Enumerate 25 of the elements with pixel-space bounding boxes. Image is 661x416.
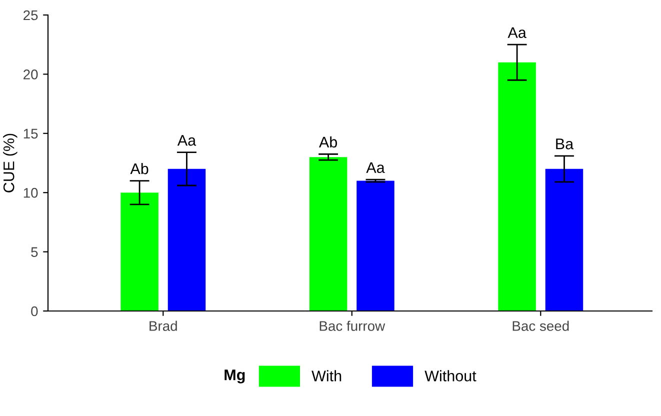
data-label: Aa — [366, 162, 385, 174]
y-tick-label: 25 — [24, 10, 38, 20]
y-tick-label: 20 — [24, 70, 38, 80]
legend-label: Without — [424, 370, 476, 382]
legend-title: Mg — [224, 370, 245, 384]
y-axis-title: CUE (%) — [3, 134, 18, 192]
bar — [120, 192, 158, 311]
data-label: Ba — [556, 138, 574, 150]
y-tick-label: 5 — [31, 247, 38, 257]
bar — [498, 62, 536, 311]
bar — [168, 168, 206, 311]
data-label: Aa — [508, 27, 526, 38]
y-tick-label: 0 — [31, 306, 38, 316]
bar — [356, 180, 394, 311]
x-tick-label: Brad — [150, 320, 177, 331]
x-tick-label: Bac seed — [512, 320, 569, 331]
legend-label: With — [312, 370, 342, 382]
x-tick-label: Bac furrow — [320, 320, 386, 331]
data-label: Ab — [318, 136, 337, 148]
data-label: Aa — [177, 135, 196, 146]
y-tick-label: 15 — [24, 128, 38, 139]
y-tick-label: 10 — [24, 188, 38, 198]
bar — [545, 168, 584, 311]
data-label: Ab — [130, 162, 148, 174]
bar — [309, 157, 348, 311]
